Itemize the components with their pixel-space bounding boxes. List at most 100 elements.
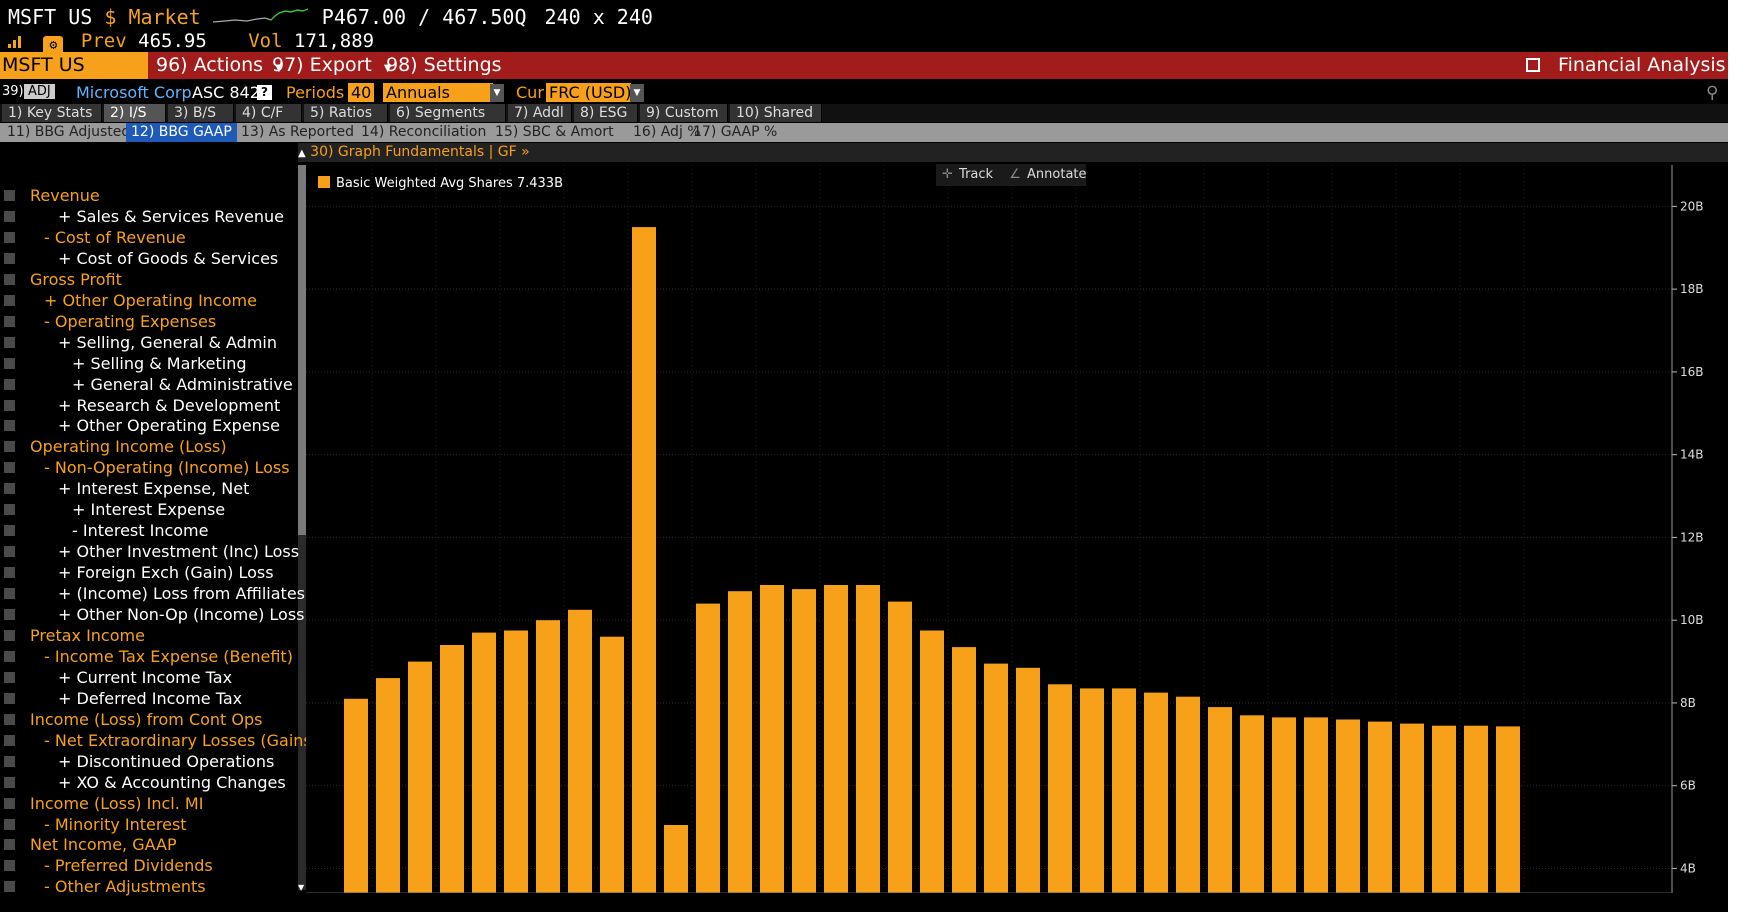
line-item-row[interactable]: + Sales & Services Revenue (0, 206, 298, 227)
help-icon[interactable]: ? (257, 85, 272, 100)
bar-shares[interactable] (664, 825, 688, 893)
chart-toggle-checkbox[interactable] (4, 650, 15, 662)
actions-menu[interactable]: 96) Actions ▼ (156, 52, 283, 79)
bar-shares[interactable] (600, 636, 624, 893)
chart-toggle-checkbox[interactable] (4, 713, 15, 725)
bar-shares[interactable] (632, 227, 656, 893)
chart-toggle-checkbox[interactable] (4, 776, 15, 788)
line-item-row[interactable]: Pretax Income (0, 625, 298, 646)
bar-shares[interactable] (1368, 721, 1392, 893)
tab-sbc-amort[interactable]: 15) SBC & Amort (495, 124, 614, 140)
bar-shares[interactable] (1464, 725, 1488, 893)
line-item-row[interactable]: - Minority Interest (0, 814, 298, 835)
chart-toggle-checkbox[interactable] (4, 755, 15, 767)
search-icon[interactable]: ⚲ (1706, 83, 1719, 103)
bar-shares[interactable] (696, 603, 720, 893)
periods-input[interactable]: 40 (348, 83, 375, 102)
chart-toggle-checkbox[interactable] (4, 609, 15, 620)
line-item-row[interactable]: + Other Operating Expense (0, 415, 298, 436)
bar-shares[interactable] (792, 589, 816, 893)
tab-bbg-gaap[interactable]: 12) BBG GAAP (126, 123, 237, 142)
bar-shares[interactable] (1048, 684, 1072, 893)
track-button[interactable]: Track (959, 167, 994, 182)
bar-shares[interactable] (1176, 696, 1200, 893)
line-item-row[interactable]: Gross Profit (0, 269, 298, 290)
line-item-row[interactable]: - Preferred Dividends (0, 855, 298, 876)
line-item-row[interactable]: + Selling & Marketing (0, 353, 298, 374)
bar-shares[interactable] (1208, 707, 1232, 893)
line-item-row[interactable]: - Other Adjustments (0, 876, 298, 897)
adj-button[interactable]: ADJ (24, 84, 55, 99)
line-item-row[interactable]: + Selling, General & Admin (0, 332, 298, 353)
bar-shares[interactable] (1336, 719, 1360, 894)
chart-toggle-checkbox[interactable] (4, 818, 15, 830)
bar-shares[interactable] (472, 632, 496, 893)
bar-shares[interactable] (1144, 692, 1168, 893)
line-item-row[interactable]: - Income Tax Expense (Benefit) (0, 646, 298, 667)
bar-shares[interactable] (1496, 726, 1520, 893)
line-item-row[interactable]: + Deferred Income Tax (0, 688, 298, 709)
company-name[interactable]: Microsoft Corp (76, 83, 192, 102)
tab-esg[interactable]: 8) ESG (574, 104, 638, 122)
chart-toggle-checkbox[interactable] (4, 273, 15, 285)
line-item-row[interactable]: + Foreign Exch (Gain) Loss (0, 562, 298, 583)
chart-toggle-checkbox[interactable] (4, 881, 15, 893)
tab-reconciliation[interactable]: 14) Reconciliation (361, 124, 487, 140)
line-item-row[interactable]: Net Income, GAAP (0, 834, 298, 855)
bar-shares[interactable] (1080, 688, 1104, 893)
chart-toggle-checkbox[interactable] (4, 294, 15, 306)
line-item-row[interactable]: + Interest Expense, Net (0, 478, 298, 499)
chart-toggle-checkbox[interactable] (4, 378, 15, 390)
tab-balance-sheet[interactable]: 3) B/S (168, 104, 234, 122)
bar-shares[interactable] (1432, 725, 1456, 893)
bar-shares[interactable] (344, 698, 368, 893)
bar-shares[interactable] (728, 591, 752, 893)
chart-toggle-checkbox[interactable] (4, 734, 15, 746)
bar-shares[interactable] (920, 630, 944, 894)
bar-shares[interactable] (1304, 717, 1328, 893)
bar-shares[interactable] (952, 647, 976, 893)
chart-toggle-checkbox[interactable] (4, 210, 15, 222)
line-item-row[interactable]: + Other Non-Op (Income) Loss (0, 604, 305, 625)
chart-toggle-checkbox[interactable] (4, 441, 15, 453)
bar-shares[interactable] (376, 678, 400, 893)
chart-toggle-checkbox[interactable] (4, 252, 15, 264)
line-item-row[interactable]: - Net Extraordinary Losses (Gains (0, 730, 312, 751)
scrollbar-thumb[interactable] (298, 165, 306, 535)
chart-toggle-checkbox[interactable] (4, 504, 15, 516)
chart-toggle-checkbox[interactable] (4, 190, 15, 201)
tab-shared[interactable]: 10) Shared (730, 104, 822, 122)
chart-toggle-checkbox[interactable] (4, 525, 15, 537)
bar-shares[interactable] (856, 585, 880, 893)
line-item-row[interactable]: - Operating Expenses (0, 311, 298, 332)
bar-shares[interactable] (408, 661, 432, 893)
tab-segments[interactable]: 6) Segments (390, 104, 506, 122)
line-item-row[interactable]: + XO & Accounting Changes (0, 772, 298, 793)
line-item-row[interactable]: - Interest Income (0, 520, 298, 541)
chevron-down-icon[interactable]: ▼ (490, 84, 504, 102)
export-menu[interactable]: 97) Export ▼ (272, 52, 392, 79)
chart-toggle-checkbox[interactable] (4, 797, 15, 809)
chart-toggle-checkbox[interactable] (4, 231, 15, 243)
alert-icon[interactable]: ⚙ (43, 36, 64, 56)
tab-custom[interactable]: 9) Custom (640, 104, 728, 122)
line-item-row[interactable]: + (Income) Loss from Affiliates (0, 583, 305, 604)
bar-shares[interactable] (1272, 717, 1296, 893)
bar-shares[interactable] (760, 585, 784, 893)
periodicity-select[interactable]: Annuals (383, 83, 493, 102)
bar-shares[interactable] (440, 645, 464, 893)
bar-shares[interactable] (1112, 688, 1136, 893)
line-item-row[interactable]: + General & Administrative (0, 374, 298, 395)
chart-toggle-checkbox[interactable] (4, 629, 15, 641)
line-item-row[interactable]: + Cost of Goods & Services (0, 248, 298, 269)
tab-gaap-pct[interactable]: 17) GAAP % (693, 124, 778, 140)
bar-shares[interactable] (888, 601, 912, 893)
bar-shares[interactable] (984, 663, 1008, 893)
line-item-row[interactable]: - Non-Operating (Income) Loss (0, 457, 298, 478)
graph-fundamentals-link[interactable]: 30) Graph Fundamentals | GF » (310, 144, 530, 160)
tab-bbg-adjusted[interactable]: 11) BBG Adjusted (7, 124, 131, 140)
line-items-scrollbar[interactable] (298, 165, 306, 890)
tab-adj-pct[interactable]: 16) Adj % (633, 124, 701, 140)
bar-shares[interactable] (504, 630, 528, 894)
security-field[interactable]: MSFT US Equity (0, 52, 148, 103)
